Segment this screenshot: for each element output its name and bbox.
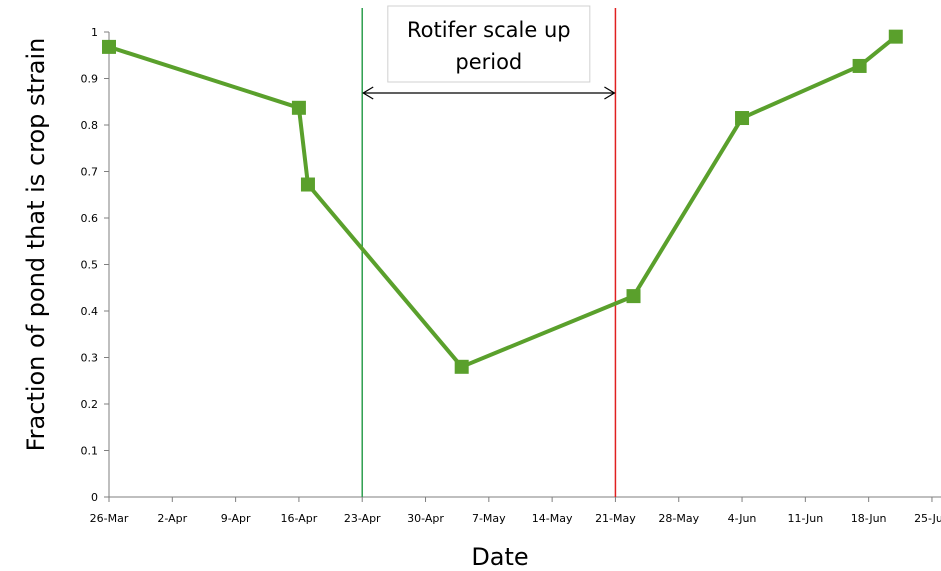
data-point xyxy=(102,39,116,54)
x-tick-label: 9-Apr xyxy=(221,512,251,525)
series xyxy=(102,29,903,374)
series-line xyxy=(108,35,898,369)
x-tick-label: 14-May xyxy=(532,512,573,525)
y-axis-title: Fraction of pond that is crop strain xyxy=(22,38,50,452)
x-axis-title: Date xyxy=(471,543,528,571)
y-tick-label: 0.5 xyxy=(81,259,99,272)
y-tick-label: 0.6 xyxy=(81,212,99,225)
y-tick-label: 1 xyxy=(91,26,98,39)
x-axis-ticks: 26-Mar 2-Apr 9-Apr 16-Apr 23-Apr 30-Apr 7-May 1… xyxy=(90,497,941,525)
data-point xyxy=(300,177,315,192)
y-tick-label: 0.3 xyxy=(81,352,99,365)
x-tick-label: 7-May xyxy=(472,512,506,525)
x-tick-label: 11-Jun xyxy=(787,512,823,525)
x-tick-label: 25-Jun xyxy=(914,512,941,525)
x-tick-label: 21-May xyxy=(595,512,636,525)
y-tick-label: 0.7 xyxy=(81,166,99,179)
annotation-text-line1: Rotifer scale up xyxy=(407,18,571,42)
data-point xyxy=(291,100,306,115)
data-point xyxy=(454,359,469,374)
data-point xyxy=(888,29,903,44)
y-tick-label: 0.1 xyxy=(81,445,99,458)
annotation-box xyxy=(387,5,591,83)
y-tick-label: 0.2 xyxy=(81,398,99,411)
annotation-text-line2: period xyxy=(455,50,522,74)
x-tick-label: 28-May xyxy=(658,512,699,525)
x-tick-label: 23-Apr xyxy=(344,512,381,525)
x-tick-label: 30-Apr xyxy=(407,512,444,525)
y-axis-ticks: 0 0.1 0.2 0.3 0.4 0.5 0.6 0.7 0.8 0.9 1 xyxy=(81,26,109,504)
annotation-double-arrow xyxy=(362,86,616,100)
y-tick-label: 0.9 xyxy=(81,73,99,86)
arrow-head-right xyxy=(604,86,616,100)
x-tick-label: 26-Mar xyxy=(90,512,129,525)
annotation: Rotifer scale up period xyxy=(362,5,616,100)
y-tick-label: 0 xyxy=(91,491,98,504)
y-tick-label: 0.4 xyxy=(81,305,99,318)
data-point xyxy=(626,289,641,304)
x-tick-label: 2-Apr xyxy=(157,512,187,525)
data-point xyxy=(735,111,750,126)
arrow-head-left xyxy=(362,86,374,100)
x-tick-label: 16-Apr xyxy=(281,512,318,525)
data-point xyxy=(852,58,867,73)
x-tick-label: 18-Jun xyxy=(851,512,887,525)
vertical-lines xyxy=(361,8,617,497)
x-tick-label: 4-Jun xyxy=(728,512,757,525)
y-tick-label: 0.8 xyxy=(81,119,99,132)
